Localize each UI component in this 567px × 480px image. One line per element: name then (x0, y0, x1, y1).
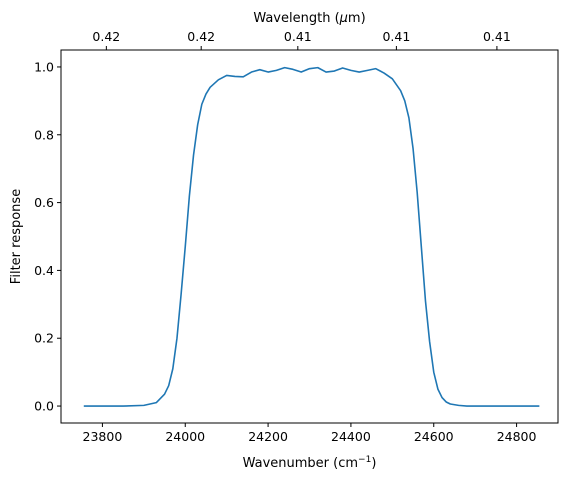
top-tick-label: 0.41 (483, 29, 511, 44)
y-axis: 0.0 0.2 0.4 0.6 0.8 1.0 (34, 59, 61, 414)
x-tick-label: 23800 (83, 429, 123, 444)
top-tick-label: 0.41 (284, 29, 312, 44)
y-axis-title: Filter response (9, 189, 24, 284)
series-line-0 (83, 66, 540, 407)
bottom-x-axis: 23800 24000 24200 24400 24600 24800 (83, 423, 537, 444)
y-tick-label: 0.6 (34, 195, 54, 210)
y-tick-label: 0.2 (34, 331, 54, 346)
x-tick-label: 24400 (331, 429, 371, 444)
x-tick-label: 24800 (497, 429, 537, 444)
x-tick-label: 24000 (165, 429, 205, 444)
y-tick-label: 0.8 (34, 127, 54, 142)
plot-marks (83, 66, 540, 407)
x-axis-title: Wavenumber (cm−1) (243, 455, 377, 471)
y-tick-label: 1.0 (34, 59, 54, 74)
x-tick-label: 24200 (248, 429, 288, 444)
y-tick-label: 0.4 (34, 263, 54, 278)
top-tick-label: 0.42 (187, 29, 215, 44)
x-tick-label: 24600 (414, 429, 454, 444)
top-tick-label: 0.41 (382, 29, 410, 44)
top-x-axis: 0.420.420.410.410.410.40 (92, 29, 511, 50)
top-x-axis-title: Wavelength (μm) (253, 11, 365, 26)
top-tick-label: 0.42 (92, 29, 120, 44)
plot-frame (60, 49, 559, 424)
y-tick-label: 0.0 (34, 399, 54, 414)
